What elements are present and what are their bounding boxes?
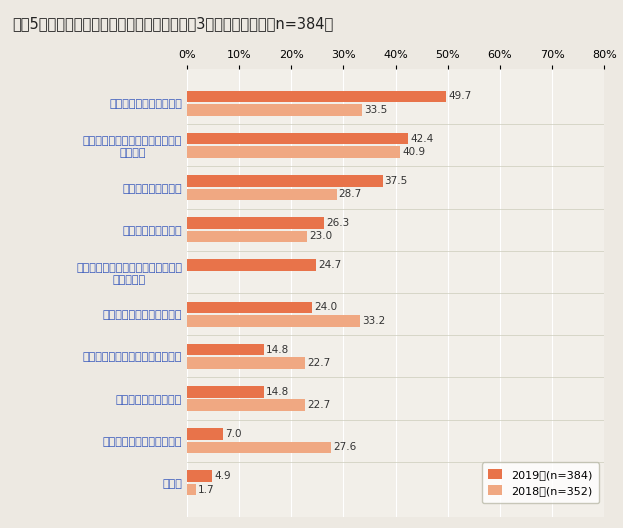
Text: 49.7: 49.7 bbox=[449, 91, 472, 101]
Bar bbox=[187, 400, 305, 411]
Bar bbox=[187, 175, 383, 186]
Bar bbox=[187, 231, 307, 242]
Bar bbox=[187, 315, 360, 327]
Bar bbox=[187, 301, 312, 313]
Text: 27.6: 27.6 bbox=[333, 442, 356, 452]
Bar bbox=[187, 104, 362, 116]
Text: 4.9: 4.9 bbox=[214, 471, 231, 481]
Text: 28.7: 28.7 bbox=[339, 189, 362, 199]
Bar bbox=[187, 428, 224, 440]
Bar bbox=[187, 344, 264, 355]
Text: 42.4: 42.4 bbox=[410, 134, 434, 144]
Bar bbox=[187, 146, 401, 158]
Bar bbox=[187, 484, 196, 495]
Legend: 2019年(n=384), 2018年(n=352): 2019年(n=384), 2018年(n=352) bbox=[482, 463, 599, 503]
Bar bbox=[187, 91, 446, 102]
Text: 14.8: 14.8 bbox=[266, 387, 290, 397]
Bar bbox=[187, 133, 408, 144]
Bar bbox=[187, 357, 305, 369]
Text: 33.2: 33.2 bbox=[362, 316, 386, 326]
Text: 26.3: 26.3 bbox=[326, 218, 350, 228]
Bar bbox=[187, 442, 331, 453]
Bar bbox=[187, 386, 264, 398]
Text: 14.8: 14.8 bbox=[266, 345, 290, 355]
Bar bbox=[187, 218, 324, 229]
Bar bbox=[187, 470, 212, 482]
Bar bbox=[187, 188, 336, 200]
Text: 7.0: 7.0 bbox=[226, 429, 242, 439]
Text: 図表5　あなた自身の働く目的は何ですか。（3つまで選択可）（n=384）: 図表5 あなた自身の働く目的は何ですか。（3つまで選択可）（n=384） bbox=[12, 16, 334, 31]
Text: 40.9: 40.9 bbox=[402, 147, 426, 157]
Text: 37.5: 37.5 bbox=[384, 176, 408, 186]
Text: 22.7: 22.7 bbox=[307, 400, 331, 410]
Text: 24.0: 24.0 bbox=[314, 303, 337, 313]
Text: 1.7: 1.7 bbox=[198, 485, 214, 495]
Bar bbox=[187, 259, 316, 271]
Text: 22.7: 22.7 bbox=[307, 358, 331, 368]
Text: 24.7: 24.7 bbox=[318, 260, 341, 270]
Text: 23.0: 23.0 bbox=[309, 231, 332, 241]
Text: 33.5: 33.5 bbox=[364, 105, 387, 115]
